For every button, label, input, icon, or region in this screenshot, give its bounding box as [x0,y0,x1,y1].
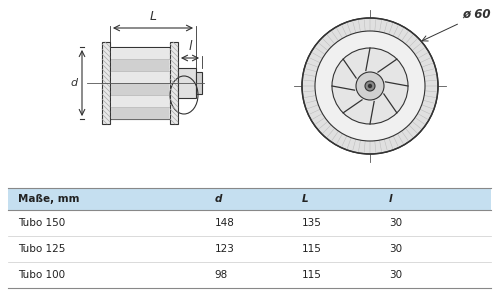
Text: d: d [215,194,222,204]
Bar [110,47,170,119]
Bar [8,188,491,210]
Text: L: L [302,194,308,204]
Bar [8,262,491,288]
Text: 98: 98 [215,270,228,280]
Bar [111,96,169,107]
Text: Tubo 100: Tubo 100 [18,270,65,280]
Circle shape [315,31,425,141]
Text: l: l [188,40,192,53]
Circle shape [332,48,408,124]
Text: Maße, mm: Maße, mm [18,194,79,204]
Text: Tubo 150: Tubo 150 [18,218,65,228]
Text: d: d [70,78,77,88]
Text: 135: 135 [302,218,322,228]
Text: 148: 148 [215,218,235,228]
Text: l: l [389,194,392,204]
Bar [111,108,169,119]
Bar [111,60,169,71]
Text: 115: 115 [302,244,322,254]
Bar [111,72,169,83]
Bar [170,42,178,124]
Text: 30: 30 [389,244,402,254]
Circle shape [302,18,438,154]
Text: L: L [150,10,157,23]
Circle shape [365,81,375,91]
Bar [111,48,169,59]
Bar [8,236,491,262]
Bar [8,210,491,236]
Text: 30: 30 [389,218,402,228]
Text: ø 60: ø 60 [462,8,491,21]
Circle shape [368,84,372,88]
Text: 115: 115 [302,270,322,280]
Bar [102,42,110,124]
Circle shape [356,72,384,100]
Bar [196,72,202,94]
Text: 30: 30 [389,270,402,280]
Text: 123: 123 [215,244,235,254]
Bar [111,84,169,95]
Text: Tubo 125: Tubo 125 [18,244,65,254]
Bar [178,68,196,98]
